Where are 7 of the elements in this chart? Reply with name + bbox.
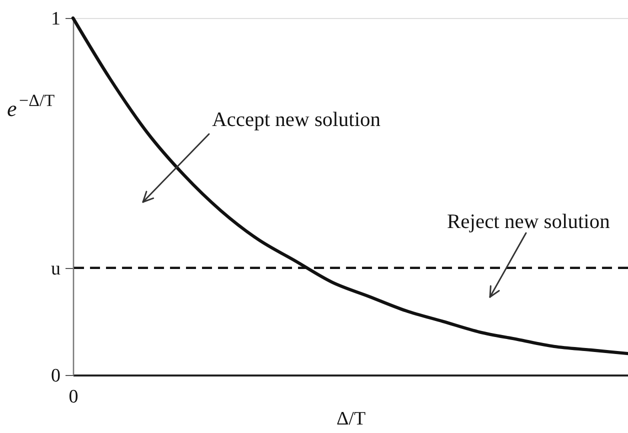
line-series: [71, 16, 628, 356]
annotation: Accept new solution: [212, 109, 381, 131]
y-tick-label: 0: [51, 366, 60, 386]
y-tick-label: u: [51, 258, 61, 280]
y-tick-label: 1: [51, 8, 60, 30]
x-axis-title: Δ/T: [336, 408, 366, 430]
annotation: Reject new solution: [447, 211, 610, 233]
